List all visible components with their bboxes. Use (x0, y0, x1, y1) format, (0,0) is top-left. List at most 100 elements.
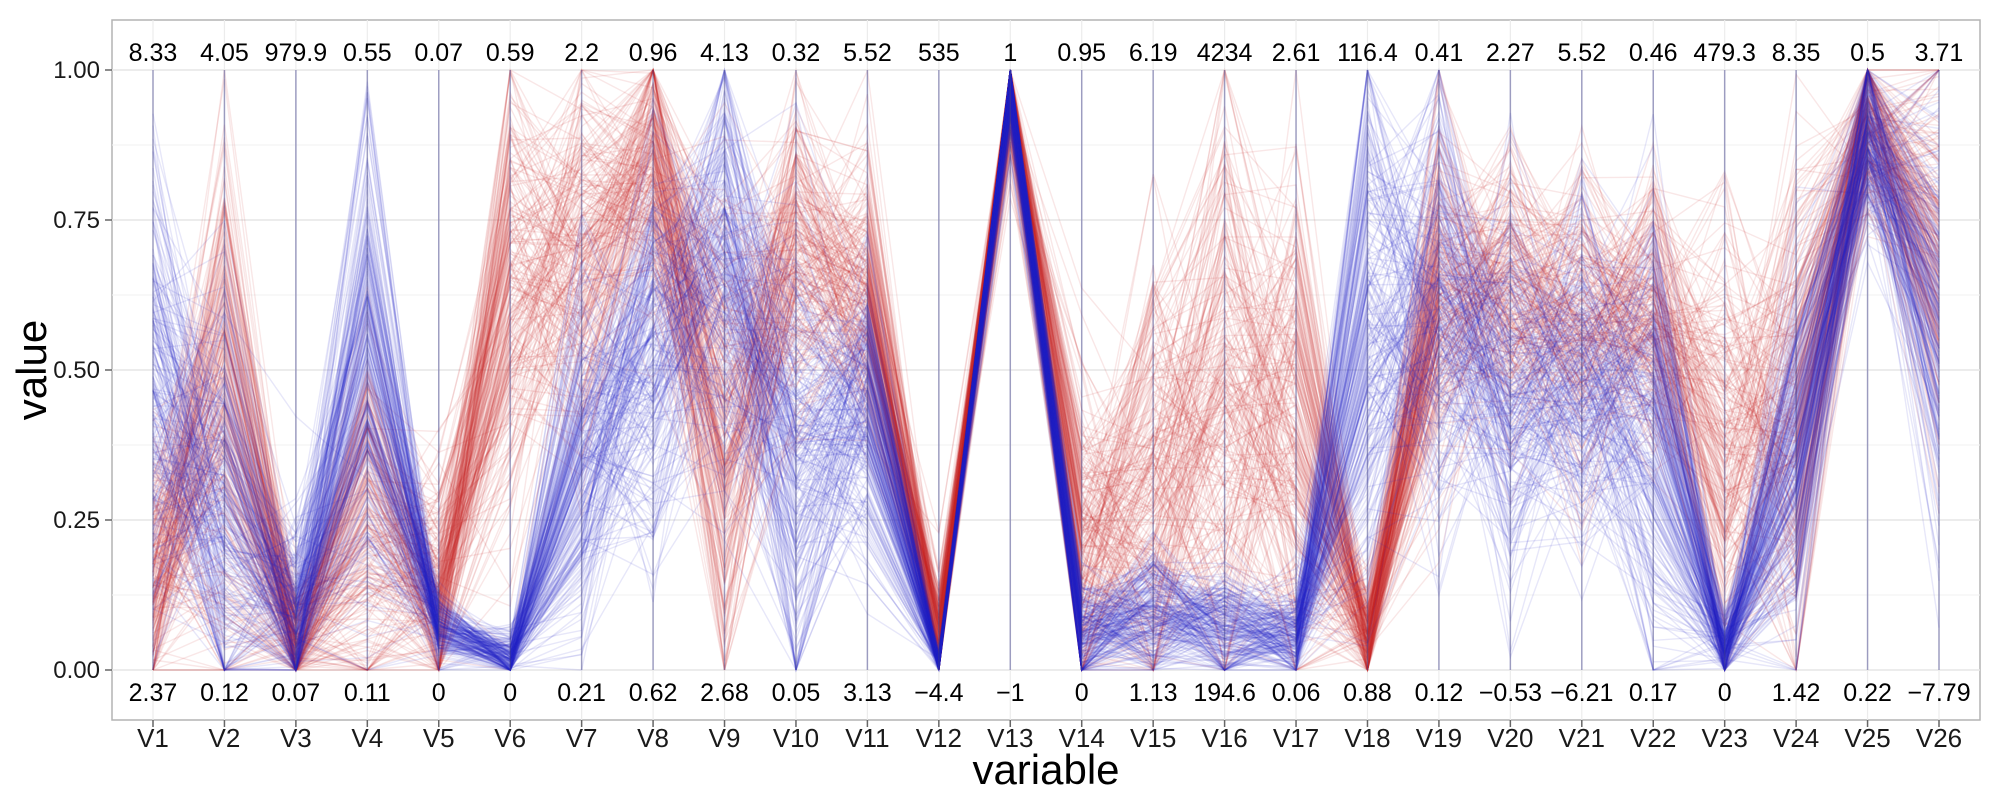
series-line (152, 77, 1940, 661)
series-line (152, 68, 1940, 672)
series-line (152, 68, 1940, 671)
series-line (152, 69, 1940, 673)
series-line (152, 73, 1940, 671)
series-line (152, 99, 1940, 671)
series-line (152, 69, 1940, 671)
series-line (152, 84, 1940, 661)
series-line (152, 87, 1940, 672)
series-line (152, 68, 1940, 673)
series-line (152, 105, 1940, 671)
series-line (152, 89, 1940, 673)
series-line (152, 85, 1940, 667)
series-line (152, 67, 1940, 671)
series-line (152, 116, 1940, 672)
series-line (152, 69, 1940, 653)
series-line (152, 67, 1940, 671)
series-line (152, 122, 1940, 671)
x-tick-label-v26: V26 (1916, 723, 1962, 753)
series-line (152, 69, 1940, 645)
y-tick-label: 1.00 (53, 57, 100, 84)
series-line (152, 69, 1940, 672)
series-line (152, 106, 1940, 671)
max-label: 5.52 (1557, 39, 1606, 67)
series-line (152, 69, 1940, 672)
series-line (152, 94, 1940, 672)
series-line (152, 80, 1940, 671)
series-line (152, 69, 1940, 660)
series-line (152, 71, 1940, 672)
series-line (152, 70, 1940, 671)
series-line (152, 104, 1940, 673)
series-line (152, 106, 1940, 671)
series-line (152, 113, 1940, 671)
series-line (152, 68, 1940, 667)
max-label: 0.41 (1415, 39, 1464, 67)
max-label: 1 (1003, 39, 1017, 67)
x-tick-label-v22: V22 (1630, 723, 1676, 753)
series-line (152, 82, 1940, 666)
x-tick-label-v4: V4 (351, 723, 383, 753)
series-line (152, 73, 1940, 671)
series-line (152, 94, 1940, 673)
series-line (152, 69, 1940, 671)
y-tick-label: 0.50 (53, 357, 100, 384)
series-line (152, 105, 1940, 673)
series-line (152, 89, 1940, 672)
max-label: 0.95 (1057, 39, 1106, 67)
series-line (152, 69, 1940, 673)
series-line (152, 104, 1940, 669)
series-line (152, 113, 1940, 672)
x-tick-label-v17: V17 (1273, 723, 1319, 753)
series-line (152, 71, 1940, 659)
max-label: 2.61 (1272, 39, 1321, 67)
series-line (152, 115, 1940, 672)
series-line (152, 67, 1940, 672)
min-label: −7.79 (1907, 679, 1970, 707)
x-tick-label-v3: V3 (280, 723, 312, 753)
series-line (152, 69, 1940, 672)
series-line (152, 86, 1940, 669)
series-line (152, 101, 1940, 673)
min-label: −6.21 (1550, 679, 1613, 707)
series-line (152, 67, 1940, 672)
y-tick-label: 0.00 (53, 657, 100, 684)
series-line (152, 81, 1940, 671)
series-line (152, 68, 1940, 671)
max-label: 2.2 (564, 39, 599, 67)
series-line (152, 103, 1940, 671)
series-line (152, 69, 1940, 671)
series-line (152, 67, 1940, 671)
series-line (152, 69, 1940, 671)
series-line (152, 69, 1940, 667)
series-line (152, 69, 1940, 672)
series-line (152, 69, 1940, 672)
series-line (152, 84, 1940, 672)
series-line (152, 77, 1940, 671)
series-line (152, 87, 1940, 667)
series-line (152, 68, 1940, 671)
series-line (152, 153, 1940, 672)
series-line (152, 80, 1940, 669)
series-line (152, 112, 1940, 667)
series-line (152, 69, 1940, 671)
series-line (152, 74, 1940, 673)
min-label: 0.21 (557, 679, 606, 707)
series-line (152, 84, 1940, 671)
series-line (152, 110, 1940, 671)
series-line (152, 69, 1940, 673)
x-tick-label-v18: V18 (1344, 723, 1390, 753)
series-line (152, 69, 1940, 669)
series-line (152, 69, 1940, 673)
series-line (152, 95, 1940, 673)
series-line (152, 70, 1940, 668)
series-line (152, 69, 1940, 671)
series-line (152, 67, 1940, 671)
series-line (152, 97, 1940, 672)
series-line (152, 69, 1940, 672)
series-line (152, 69, 1940, 671)
series-line (152, 69, 1940, 671)
series-line (152, 69, 1940, 666)
series-line (152, 69, 1940, 673)
series-line (152, 69, 1940, 672)
series-line (152, 114, 1940, 673)
